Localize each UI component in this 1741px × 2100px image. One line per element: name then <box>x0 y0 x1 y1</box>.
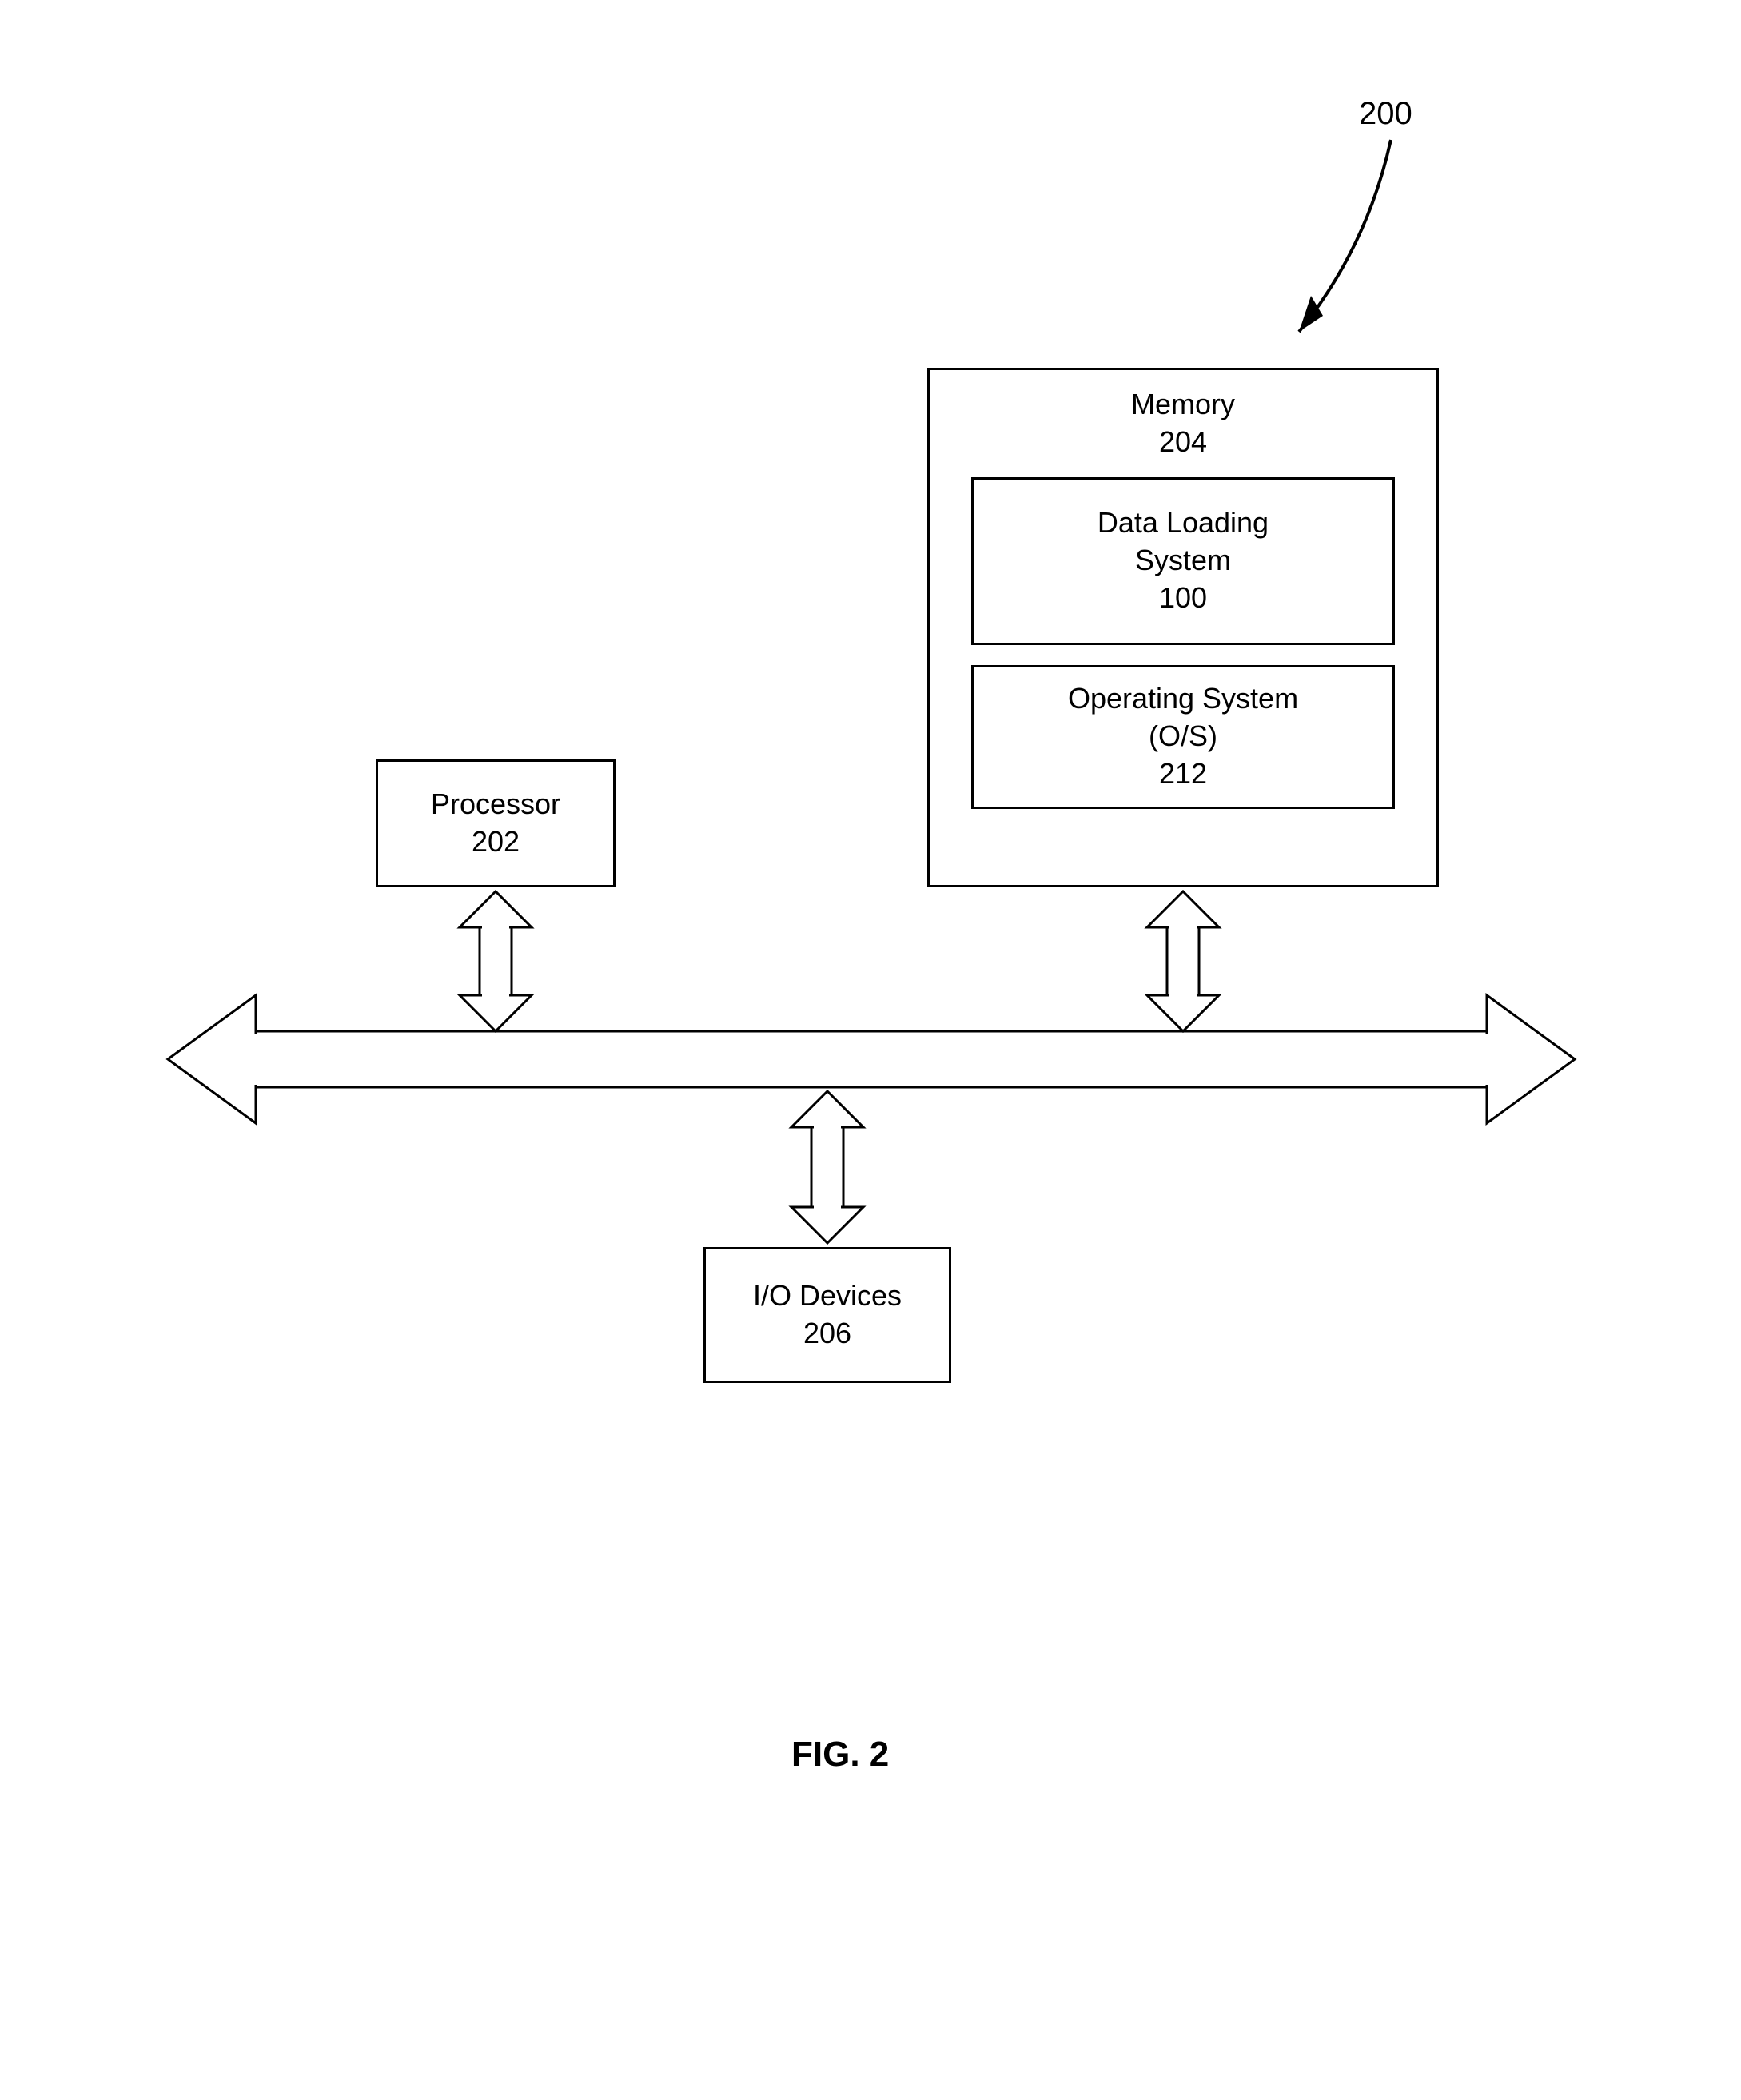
figure-caption: FIG. 2 <box>791 1735 889 1775</box>
data-loading-system-block: Data Loading System 100 <box>971 477 1395 645</box>
connectors-svg <box>0 0 1741 2100</box>
io-devices-block: I/O Devices 206 <box>703 1247 951 1383</box>
os-title-2: (O/S) <box>1149 718 1217 755</box>
processor-block: Processor 202 <box>376 759 616 887</box>
os-ref: 212 <box>1159 755 1207 793</box>
bus-ref: 208 <box>1172 1042 1220 1074</box>
dls-title-1: Data Loading <box>1098 504 1269 542</box>
memory-title: Memory <box>1131 386 1235 424</box>
ref-200: 200 <box>1359 96 1412 132</box>
pointer-arrowhead <box>1299 296 1323 332</box>
io-title: I/O Devices <box>753 1277 902 1315</box>
processor-title: Processor <box>431 786 560 823</box>
diagram-canvas: 200 Processor 202 Memory 204 Data Loadin… <box>0 0 1741 2100</box>
dls-title-2: System <box>1135 542 1231 580</box>
memory-ref: 204 <box>1159 424 1207 461</box>
os-title-1: Operating System <box>1068 680 1298 718</box>
processor-bus-connector <box>460 891 532 1031</box>
bus-arrow <box>168 995 1575 1123</box>
bus-title: Local Interface <box>959 1042 1148 1074</box>
io-ref: 206 <box>803 1315 851 1353</box>
dls-ref: 100 <box>1159 580 1207 617</box>
bus-label: Local Interface 208 <box>959 1042 1220 1075</box>
memory-block: Memory 204 Data Loading System 100 Opera… <box>927 368 1439 887</box>
pointer-arrow <box>1299 140 1391 332</box>
memory-bus-connector <box>1147 891 1219 1031</box>
operating-system-block: Operating System (O/S) 212 <box>971 665 1395 809</box>
processor-ref: 202 <box>472 823 520 861</box>
io-bus-connector <box>791 1091 863 1243</box>
